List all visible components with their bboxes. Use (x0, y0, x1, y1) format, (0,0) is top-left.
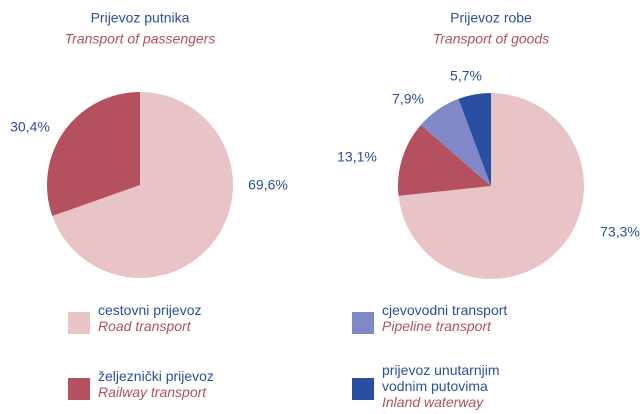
legend-label-en: Road transport (98, 318, 191, 334)
value-label: 30,4% (10, 119, 50, 135)
legend-swatch (68, 312, 90, 334)
legend-text: prijevoz unutarnjim vodnim putovima Inlan… (382, 362, 512, 414)
value-label: 13,1% (337, 149, 377, 165)
legend-label: cestovni prijevoz (98, 302, 202, 318)
value-label: 69,6% (248, 177, 288, 193)
legend-label-en: Pipeline transport (382, 318, 491, 334)
legend-item: cjevovodni transport Pipeline transport (352, 302, 552, 358)
value-label: 7,9% (392, 91, 424, 107)
chart-title: Prijevoz robe (450, 10, 532, 26)
pie-slice (52, 92, 233, 278)
legend-text: željeznički prijevoz Railway transport (98, 368, 258, 400)
legend-label: cjevovodni transport (382, 302, 508, 318)
legend-item: željeznički prijevoz Railway transport (68, 368, 268, 414)
chart-subtitle: Transport of passengers (65, 31, 216, 47)
legend-item: cestovni prijevoz Road transport (68, 302, 268, 358)
pie-slice (46, 92, 140, 216)
legend-swatch (68, 378, 90, 400)
pie-slice (420, 98, 491, 186)
value-label: 5,7% (450, 68, 482, 84)
value-label: 73,3% (600, 224, 640, 240)
legend-label: prijevoz unutarnjim vodnim putovima (382, 362, 500, 394)
legend-text: cestovni prijevoz Road transport (98, 302, 258, 334)
legend-swatch (352, 378, 374, 400)
legend-item: prijevoz unutarnjim vodnim putovima Inlan… (352, 362, 552, 414)
legend-label-en: Railway transport (98, 384, 207, 400)
legend-label: željeznički prijevoz (98, 368, 214, 384)
legend-text: cjevovodni transport Pipeline transport (382, 302, 542, 334)
pie-slice (458, 93, 491, 186)
legend-swatch (352, 312, 374, 334)
pie-slice (398, 124, 491, 196)
legend-label-en: Inland waterway transport (382, 394, 484, 414)
pie-slice (398, 93, 585, 280)
chart-subtitle: Transport of goods (433, 31, 549, 47)
chart-title: Prijevoz putnika (91, 10, 190, 26)
